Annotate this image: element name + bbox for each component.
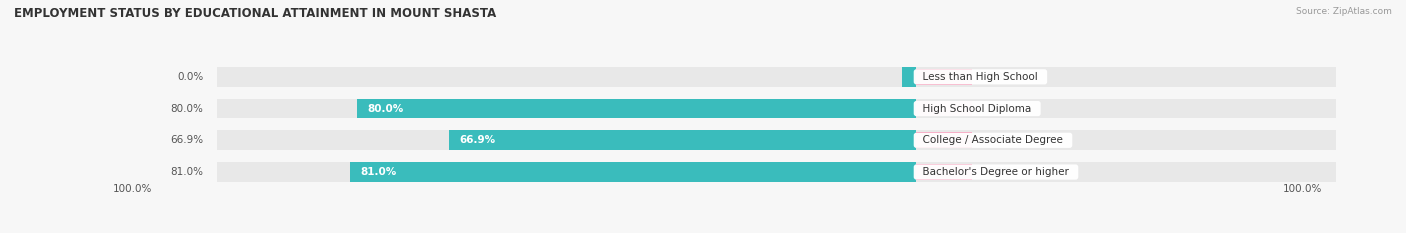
Text: 0.0%: 0.0% [177,72,204,82]
Bar [218,67,917,87]
Bar [350,162,917,182]
Text: Source: ZipAtlas.com: Source: ZipAtlas.com [1296,7,1392,16]
Text: 0.0%: 0.0% [986,72,1012,82]
Text: 66.9%: 66.9% [170,135,204,145]
Text: Bachelor's Degree or higher: Bachelor's Degree or higher [917,167,1076,177]
Text: 0.0%: 0.0% [986,103,1012,113]
Text: 0.0%: 0.0% [986,135,1012,145]
Bar [218,99,917,118]
Bar [917,130,1406,150]
Bar [917,99,1406,118]
Text: College / Associate Degree: College / Associate Degree [917,135,1070,145]
Text: 100.0%: 100.0% [112,185,152,195]
Bar [449,130,917,150]
Text: 80.0%: 80.0% [170,103,204,113]
Bar [917,69,972,85]
Bar [218,130,917,150]
Text: 80.0%: 80.0% [367,103,404,113]
Bar [917,162,1406,182]
Bar [917,101,972,116]
Bar [218,162,917,182]
Bar [917,132,972,148]
Text: 81.0%: 81.0% [360,167,396,177]
Text: 66.9%: 66.9% [460,135,495,145]
Bar [357,99,917,118]
Text: EMPLOYMENT STATUS BY EDUCATIONAL ATTAINMENT IN MOUNT SHASTA: EMPLOYMENT STATUS BY EDUCATIONAL ATTAINM… [14,7,496,20]
Bar [917,67,1406,87]
Bar [917,164,972,180]
Text: Less than High School: Less than High School [917,72,1045,82]
Bar [903,67,917,87]
Text: High School Diploma: High School Diploma [917,103,1038,113]
Text: 81.0%: 81.0% [170,167,204,177]
Text: 0.0%: 0.0% [986,167,1012,177]
Text: 100.0%: 100.0% [1282,185,1322,195]
